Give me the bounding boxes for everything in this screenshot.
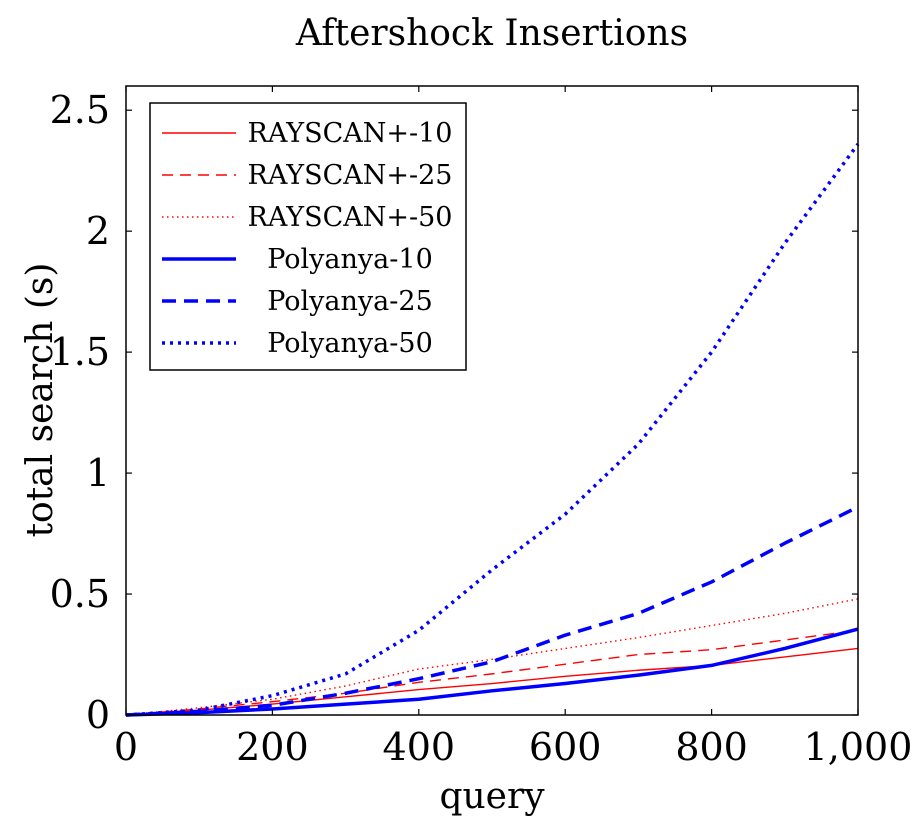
y-tick-label: 1.5	[50, 330, 110, 374]
chart-title: Aftershock Insertions	[295, 13, 688, 54]
y-tick-label: 2.5	[50, 88, 110, 132]
x-tick-label: 600	[529, 725, 602, 769]
series-line-2	[125, 629, 859, 716]
x-tick-label: 1,000	[804, 725, 913, 769]
legend-box	[149, 102, 467, 371]
legend: RAYSCAN+-10 RAYSCAN+-25 RAYSCAN+-50 Polyany…	[149, 102, 467, 371]
ticks-layer: 0 200 400 600 800 1,000 0 0.5 1 1.5 2 2.5	[50, 86, 913, 769]
y-tick-label: 2	[86, 209, 110, 253]
series-layer	[125, 143, 860, 717]
legend-label-2: RAYSCAN+-25	[248, 160, 453, 191]
legend-label-5: Polyanya-25	[267, 286, 433, 317]
series-line-4	[125, 627, 859, 717]
legend-label-6: Polyanya-50	[267, 328, 433, 359]
x-axis-label: query	[439, 776, 545, 817]
y-tick-label: 1	[86, 451, 110, 495]
x-tick-label: 0	[114, 725, 138, 769]
x-tick-label: 200	[236, 725, 309, 769]
legend-label-1: RAYSCAN+-10	[248, 118, 453, 149]
x-tick-label: 400	[383, 725, 456, 769]
y-tick-label: 0.5	[50, 572, 110, 616]
y-tick-label: 0	[86, 693, 110, 737]
series-line-5	[125, 505, 859, 717]
y-axis-label: total search (s)	[20, 263, 61, 538]
plot-frame	[125, 85, 859, 716]
series-line-3	[125, 598, 859, 716]
legend-label-3: RAYSCAN+-50	[248, 202, 453, 233]
legend-label-4: Polyanya-10	[267, 244, 433, 275]
x-tick-label: 800	[675, 725, 748, 769]
